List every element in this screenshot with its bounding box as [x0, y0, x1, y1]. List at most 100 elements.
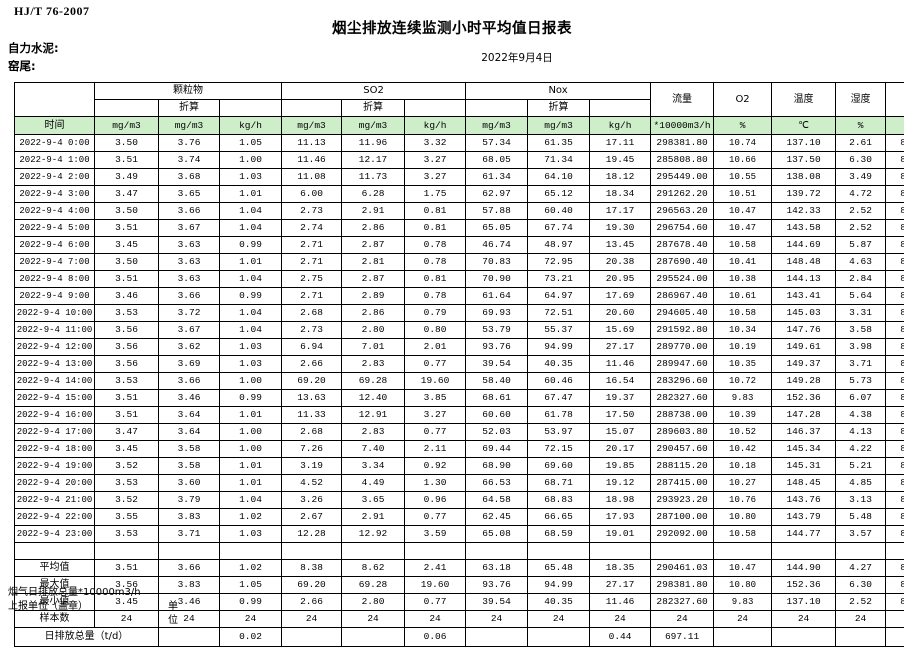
cell-time: 2022-9-4 23:00 — [15, 526, 95, 543]
cell-value: 142.33 — [772, 203, 836, 220]
cell-value: 18.34 — [590, 186, 651, 203]
cell-value: 3.19 — [282, 458, 342, 475]
cell-value: 0.80 — [405, 322, 466, 339]
cell-value: 73.21 — [528, 271, 590, 288]
cell-value: 293923.20 — [651, 492, 714, 509]
cell-value: 10.52 — [714, 424, 772, 441]
subheader-so2-converted: 折算 — [342, 100, 405, 117]
cell-value: 1.04 — [220, 271, 282, 288]
table-row-blank — [15, 543, 904, 560]
cell-value: 285808.80 — [651, 152, 714, 169]
subheader-pm-converted: 折算 — [159, 100, 220, 117]
footer-reporting-unit: 上报单位（盖章） — [8, 601, 88, 612]
cell-value: 3.66 — [159, 288, 220, 305]
cell-value: 3.45 — [95, 441, 159, 458]
cell-value: 4.85 — [836, 475, 886, 492]
cell-value: 0.99 — [220, 237, 282, 254]
cell-value: 3.13 — [836, 492, 886, 509]
subheader-nox-conc — [466, 100, 528, 117]
cell-time: 2022-9-4 16:00 — [15, 407, 95, 424]
cell-value: 2.71 — [282, 237, 342, 254]
cell-value: 18.35 — [590, 560, 651, 577]
cell-value: 1.00 — [220, 441, 282, 458]
cell-value: 0.92 — [405, 458, 466, 475]
cell-value: 3.52 — [95, 492, 159, 509]
cell-value — [282, 628, 342, 647]
header-group-nox: Nox — [466, 83, 651, 100]
cell-value: 16.54 — [590, 373, 651, 390]
cell-value: 287678.40 — [651, 237, 714, 254]
cell-value: 287100.00 — [651, 509, 714, 526]
cell-value: 2.11 — [405, 441, 466, 458]
cell-value: 139.72 — [772, 186, 836, 203]
cell-value: 3.69 — [159, 356, 220, 373]
cell-value: 3.56 — [95, 322, 159, 339]
cell-value: 19.60 — [405, 373, 466, 390]
cell-value — [772, 543, 836, 560]
cell-value: 3.58 — [159, 458, 220, 475]
cell-value: 3.63 — [159, 237, 220, 254]
cell-value: 80.00 — [886, 135, 904, 152]
cell-value: 12.28 — [282, 526, 342, 543]
cell-value: 3.65 — [159, 186, 220, 203]
cell-value: 286967.40 — [651, 288, 714, 305]
cell-value: 3.85 — [405, 390, 466, 407]
cell-value: 3.51 — [95, 152, 159, 169]
cell-value: 1.01 — [220, 254, 282, 271]
cell-value: 46.74 — [466, 237, 528, 254]
unit-header-row: 时间 mg/m3 mg/m3 kg/h mg/m3 mg/m3 kg/h mg/… — [15, 117, 904, 135]
cell-value: 0.99 — [220, 390, 282, 407]
cell-value — [466, 543, 528, 560]
cell-value: 4.72 — [836, 186, 886, 203]
cell-value: 53.79 — [466, 322, 528, 339]
header-o2: O2 — [714, 83, 772, 117]
cell-value: 3.51 — [95, 271, 159, 288]
cell-value: 2.41 — [405, 560, 466, 577]
cell-value: 12.17 — [342, 152, 405, 169]
cell-value: 2.74 — [282, 220, 342, 237]
cell-value: 143.79 — [772, 509, 836, 526]
cell-value: 8.38 — [282, 560, 342, 577]
cell-value — [714, 628, 772, 647]
cell-value: 80.00 — [886, 356, 904, 373]
cell-value: 20.95 — [590, 271, 651, 288]
cell-value: 3.79 — [159, 492, 220, 509]
cell-value: 1.04 — [220, 203, 282, 220]
cell-value: 17.17 — [590, 203, 651, 220]
cell-value: 3.51 — [95, 560, 159, 577]
cell-value: 62.45 — [466, 509, 528, 526]
cell-value: 291592.80 — [651, 322, 714, 339]
cell-value: 287690.40 — [651, 254, 714, 271]
page-title: 烟尘排放连续监测小时平均值日报表 — [0, 17, 904, 38]
cell-value: 1.01 — [220, 407, 282, 424]
cell-value: 3.46 — [95, 288, 159, 305]
cell-value: 2.83 — [342, 356, 405, 373]
cell-value: 1.05 — [220, 577, 282, 594]
cell-value: 3.74 — [159, 152, 220, 169]
cell-value: 3.51 — [95, 407, 159, 424]
cell-time: 2022-9-4 22:00 — [15, 509, 95, 526]
cell-value: 2.80 — [342, 322, 405, 339]
cell-value: 20.38 — [590, 254, 651, 271]
cell-value: 3.50 — [95, 203, 159, 220]
cell-value: 0.02 — [220, 628, 282, 647]
cell-value: 66.65 — [528, 509, 590, 526]
cell-value: 3.68 — [159, 169, 220, 186]
summary-label: 平均值 — [15, 560, 95, 577]
cell-value: 10.74 — [714, 135, 772, 152]
cell-value: 40.35 — [528, 594, 590, 611]
cell-value: 11.73 — [342, 169, 405, 186]
cell-value: 3.53 — [95, 526, 159, 543]
cell-value: 6.00 — [282, 186, 342, 203]
cell-value: 138.08 — [772, 169, 836, 186]
cell-value: 80.00 — [886, 526, 904, 543]
header-load: 负荷 — [886, 83, 904, 117]
cell-value: 80.00 — [886, 373, 904, 390]
cell-value: 80.00 — [886, 152, 904, 169]
